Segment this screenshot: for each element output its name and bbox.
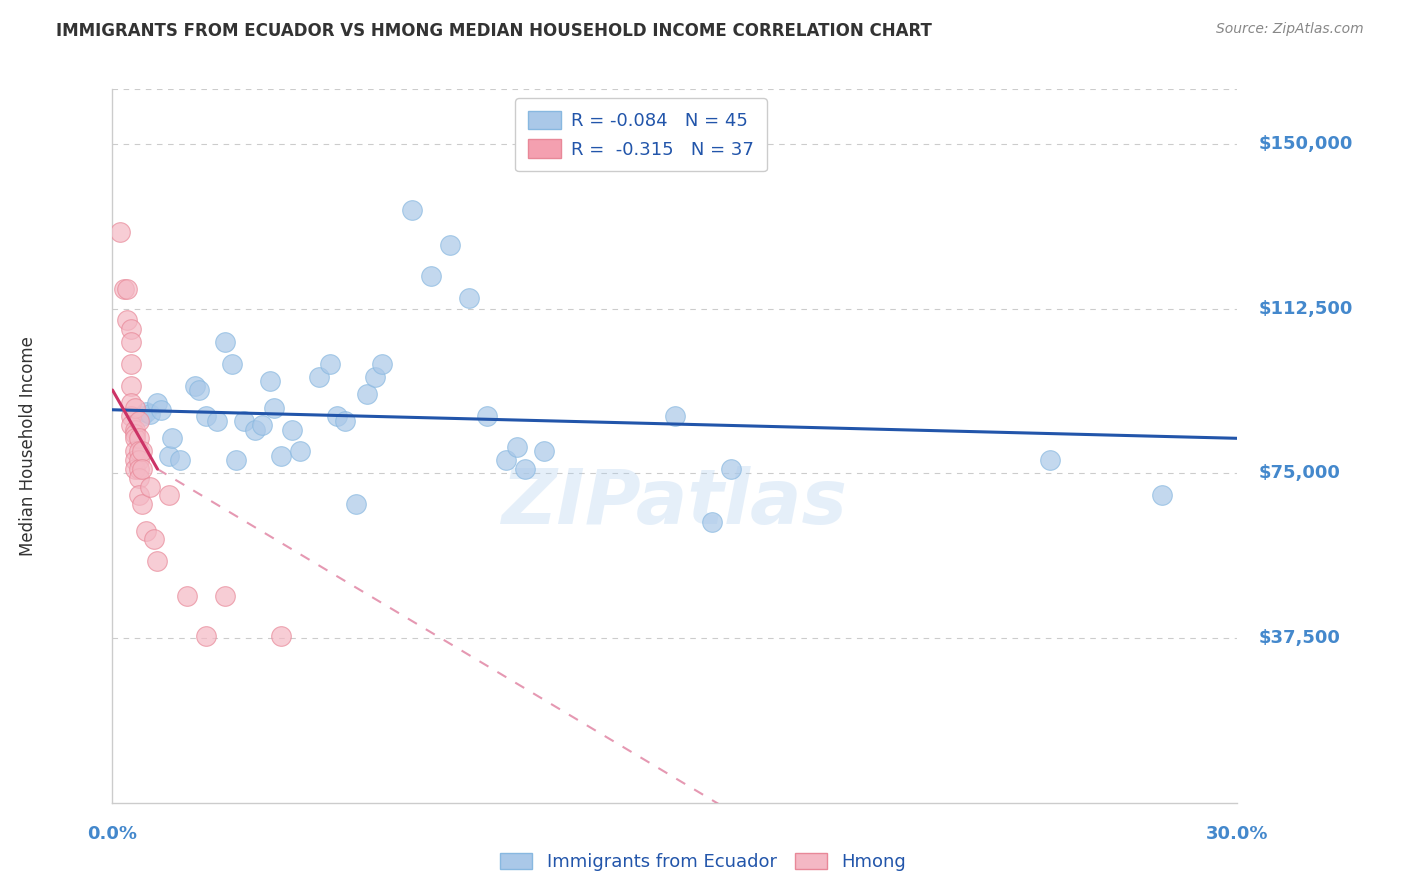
Point [243,423,266,437]
Point [477,409,499,424]
Text: $37,500: $37,500 [1258,629,1340,647]
Text: $150,000: $150,000 [1258,135,1353,153]
Text: ZIPatlas: ZIPatlas [502,467,848,540]
Point [120,418,142,433]
Point [150,402,173,417]
Point [128,453,150,467]
Point [135,405,157,419]
Point [356,387,378,401]
Point [128,488,150,502]
Point [371,357,394,371]
Text: IMMIGRANTS FROM ECUADOR VS HMONG MEDIAN HOUSEHOLD INCOME CORRELATION CHART: IMMIGRANTS FROM ECUADOR VS HMONG MEDIAN … [56,22,932,40]
Point [128,431,150,445]
Point [533,444,555,458]
Point [221,357,243,371]
Text: 30.0%: 30.0% [1206,825,1268,843]
Point [270,629,292,643]
Point [232,414,254,428]
Point [120,396,142,410]
Point [702,515,724,529]
Point [146,554,169,568]
Point [131,444,153,458]
Point [139,407,162,421]
Point [319,357,342,371]
Point [187,383,209,397]
Point [124,426,146,441]
Text: $112,500: $112,500 [1258,300,1353,318]
Point [131,409,153,424]
Point [146,396,169,410]
Point [495,453,517,467]
Point [135,524,157,538]
Point [120,409,142,424]
Point [124,431,146,445]
Point [457,291,479,305]
Point [131,462,153,476]
Point [506,440,529,454]
Point [207,414,229,428]
Point [124,444,146,458]
Point [326,409,349,424]
Point [401,202,423,217]
Point [281,423,304,437]
Point [169,453,191,467]
Point [1152,488,1174,502]
Point [195,409,218,424]
Point [720,462,742,476]
Point [131,497,153,511]
Point [664,409,686,424]
Point [252,418,274,433]
Point [120,357,142,371]
Point [124,453,146,467]
Point [344,497,367,511]
Point [124,462,146,476]
Point [112,282,135,296]
Point [157,449,180,463]
Point [214,334,236,349]
Point [288,444,311,458]
Point [308,369,330,384]
Legend: R = -0.084   N = 45, R =  -0.315   N = 37: R = -0.084 N = 45, R = -0.315 N = 37 [516,98,766,171]
Point [128,414,150,428]
Point [513,462,536,476]
Text: 0.0%: 0.0% [87,825,138,843]
Point [1039,453,1062,467]
Point [139,480,162,494]
Point [176,590,198,604]
Point [263,401,285,415]
Point [124,423,146,437]
Point [420,268,443,283]
Point [117,282,139,296]
Point [195,629,218,643]
Point [270,449,292,463]
Point [120,378,142,392]
Text: $75,000: $75,000 [1258,465,1340,483]
Point [439,238,461,252]
Point [157,488,180,502]
Point [120,321,142,335]
Point [117,312,139,326]
Text: Source: ZipAtlas.com: Source: ZipAtlas.com [1216,22,1364,37]
Point [184,378,207,392]
Point [214,590,236,604]
Point [333,414,356,428]
Text: Median Household Income: Median Household Income [20,336,37,556]
Point [259,374,281,388]
Point [124,401,146,415]
Legend: Immigrants from Ecuador, Hmong: Immigrants from Ecuador, Hmong [492,846,914,879]
Point [364,369,387,384]
Point [108,225,131,239]
Point [120,334,142,349]
Point [128,462,150,476]
Point [128,444,150,458]
Point [142,533,165,547]
Point [128,471,150,485]
Point [225,453,247,467]
Point [162,431,184,445]
